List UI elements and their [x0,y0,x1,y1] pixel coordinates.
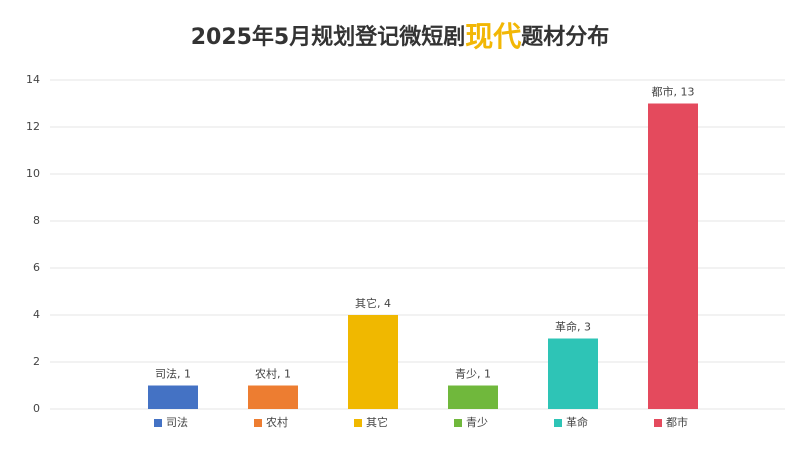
legend-label: 其它 [366,415,388,429]
bar [648,103,698,409]
legend-label: 都市 [666,415,688,429]
legend-swatch [654,419,662,427]
y-tick-label: 6 [33,261,40,274]
y-tick-label: 10 [26,167,40,180]
y-tick-label: 4 [33,308,40,321]
legend-label: 青少 [466,416,488,429]
data-label: 青少, 1 [455,368,491,381]
title-highlight: 现代 [465,20,521,53]
bar [148,385,198,409]
legend-swatch [354,419,362,427]
title-part: 2025年5月规划登记微短剧 [191,24,466,50]
bar [248,385,298,409]
bar [448,385,498,409]
data-label: 都市, 13 [652,85,695,99]
legend-swatch [154,419,162,427]
legend-swatch [454,419,462,427]
legend-label: 革命 [566,415,588,429]
y-tick-label: 2 [33,355,40,368]
legend-swatch [254,419,262,427]
chart-title: 2025年5月规划登记微短剧现代题材分布 [191,20,610,53]
bar [348,315,398,409]
y-tick-label: 0 [33,402,40,415]
title-part: 题材分布 [521,24,609,50]
data-label: 其它, 4 [355,296,391,310]
data-label: 农村, 1 [255,367,291,381]
data-label: 司法, 1 [155,367,191,381]
y-tick-label: 8 [33,214,40,227]
legend-label: 农村 [266,415,288,429]
bar [548,338,598,409]
legend-label: 司法 [166,415,188,429]
data-label: 革命, 3 [555,320,591,334]
y-tick-label: 12 [26,120,40,133]
y-tick-label: 14 [26,73,40,86]
legend-swatch [554,419,562,427]
